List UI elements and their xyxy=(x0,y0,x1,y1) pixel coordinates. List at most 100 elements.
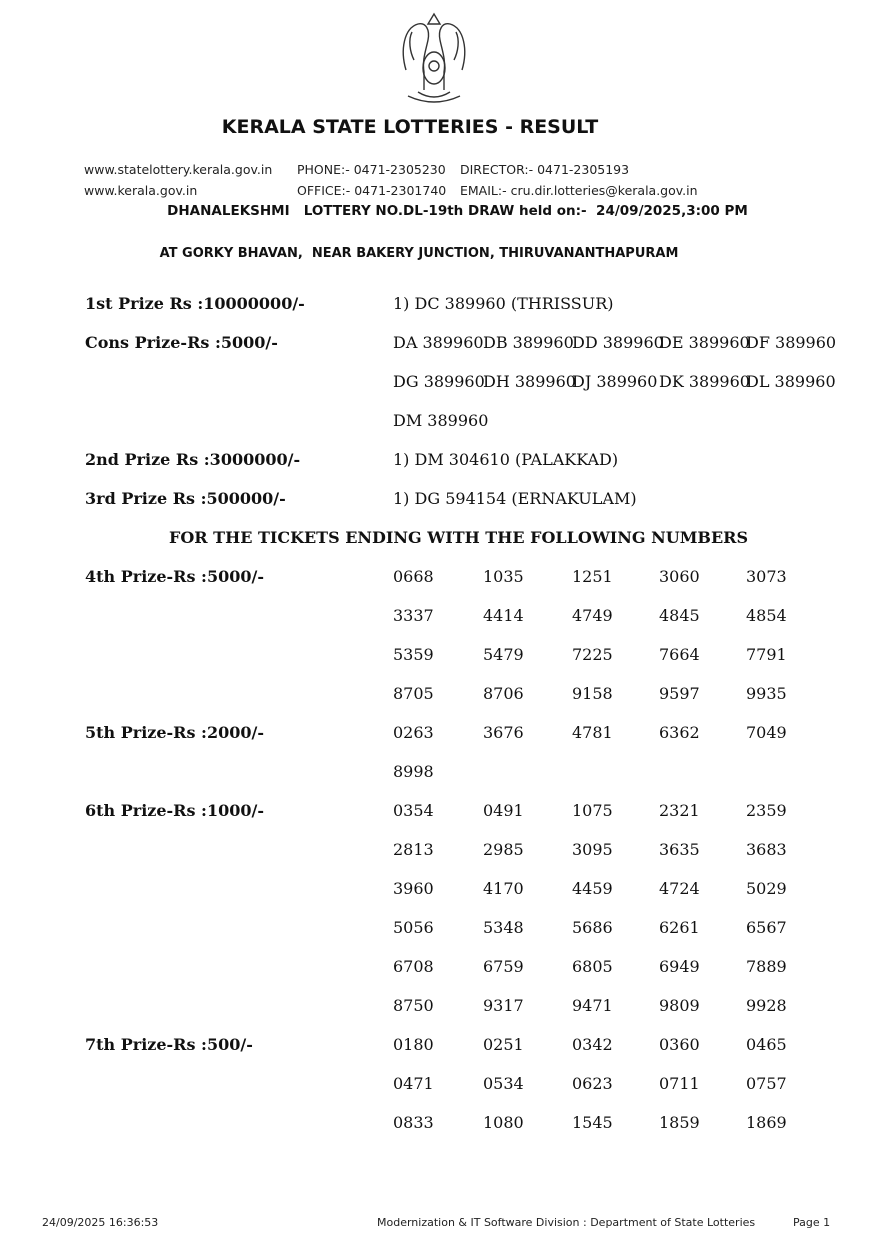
result-row: 3rd Prize Rs :500000/- 1) DG 594154 (ERNA… xyxy=(0,479,880,518)
winning-number: 0711 xyxy=(659,1074,700,1093)
winning-number: 9809 xyxy=(659,996,700,1015)
footer-division: Modernization & IT Software Division : D… xyxy=(377,1216,756,1229)
winning-number: 0491 xyxy=(483,801,524,820)
winning-number: 3337 xyxy=(393,606,434,625)
result-row: 4th Prize-Rs :5000/- 0668 1035 1251 3060 3073 xyxy=(0,557,880,596)
result-row: 3960 4170 4459 4724 5029 xyxy=(0,869,880,908)
office-number: OFFICE:- 0471-2301740 xyxy=(297,183,447,198)
result-row: 2nd Prize Rs :3000000/- 1) DM 304610 (PAL… xyxy=(0,440,880,479)
winning-ticket: DE 389960 xyxy=(659,333,750,352)
winning-number: 0342 xyxy=(572,1035,613,1054)
winning-number: 4749 xyxy=(572,606,613,625)
draw-info: DHANALEKSHMI LOTTERY NO.DL-19th DRAW hel… xyxy=(167,203,748,219)
winning-number: 0534 xyxy=(483,1074,524,1093)
prize-label: 3rd Prize Rs :500000/- xyxy=(85,489,286,508)
winning-number: 0360 xyxy=(659,1035,700,1054)
prize-label: 2nd Prize Rs :3000000/- xyxy=(85,450,301,469)
winning-ticket: DB 389960 xyxy=(483,333,574,352)
result-row: 7th Prize-Rs :500/- 0180 0251 0342 0360 0465 xyxy=(0,1025,880,1064)
winning-number: 5359 xyxy=(393,645,434,664)
result-row: 6th Prize-Rs :1000/- 0354 0491 1075 2321 2359 xyxy=(0,791,880,830)
winning-number: 7049 xyxy=(746,723,787,742)
email-address: EMAIL:- cru.dir.lotteries@kerala.gov.in xyxy=(460,183,698,198)
winning-number: 1869 xyxy=(746,1113,787,1132)
winning-number: 0757 xyxy=(746,1074,787,1093)
winning-number: 1075 xyxy=(572,801,613,820)
winning-number: 3095 xyxy=(572,840,613,859)
page-title: KERALA STATE LOTTERIES - RESULT xyxy=(221,116,599,138)
winning-number: 3635 xyxy=(659,840,700,859)
winning-ticket: DA 389960 xyxy=(393,333,484,352)
winning-number: 7889 xyxy=(746,957,787,976)
winning-number: 2985 xyxy=(483,840,524,859)
winning-number: 9158 xyxy=(572,684,613,703)
result-row: 5056 5348 5686 6261 6567 xyxy=(0,908,880,947)
winning-number: 4414 xyxy=(483,606,524,625)
winning-number: 3073 xyxy=(746,567,787,586)
result-row: Cons Prize-Rs :5000/- DA 389960 DB 389960 D… xyxy=(0,323,880,362)
winning-ticket: DD 389960 xyxy=(572,333,664,352)
result-row: 8750 9317 9471 9809 9928 xyxy=(0,986,880,1025)
result-row: 5359 5479 7225 7664 7791 xyxy=(0,635,880,674)
winning-number: 0668 xyxy=(393,567,434,586)
winning-number: 5686 xyxy=(572,918,613,937)
prize-label: 7th Prize-Rs :500/- xyxy=(85,1035,253,1054)
result-row: DM 389960 xyxy=(0,401,880,440)
winning-number: 9935 xyxy=(746,684,787,703)
winning-number: 4845 xyxy=(659,606,700,625)
director-number: DIRECTOR:- 0471-2305193 xyxy=(460,162,630,177)
prize-label: 1st Prize Rs :10000000/- xyxy=(85,294,305,313)
page-number: Page 1 xyxy=(793,1216,831,1229)
winning-number: 6567 xyxy=(746,918,787,937)
result-row: 6708 6759 6805 6949 7889 xyxy=(0,947,880,986)
result-row: DG 389960 DH 389960 DJ 389960 DK 389960 DL 3… xyxy=(0,362,880,401)
winning-number: 8705 xyxy=(393,684,434,703)
results-table: 1st Prize Rs :10000000/- 1) DC 389960 (TH… xyxy=(0,284,880,1142)
winning-number: 4170 xyxy=(483,879,524,898)
kerala-emblem-logo xyxy=(402,12,466,103)
footer-timestamp: 24/09/2025 16:36:53 xyxy=(42,1216,159,1229)
website-link: www.kerala.gov.in xyxy=(84,183,198,198)
phone-number: PHONE:- 0471-2305230 xyxy=(297,162,446,177)
winning-number: 6805 xyxy=(572,957,613,976)
winning-number: 7225 xyxy=(572,645,613,664)
winning-ticket: DJ 389960 xyxy=(572,372,658,391)
winning-ticket: DF 389960 xyxy=(746,333,837,352)
winning-number: 2321 xyxy=(659,801,700,820)
winning-number: 9928 xyxy=(746,996,787,1015)
winning-number: 0465 xyxy=(746,1035,787,1054)
winning-number: 1035 xyxy=(483,567,524,586)
winning-number: 5479 xyxy=(483,645,524,664)
winning-ticket: 1) DG 594154 (ERNAKULAM) xyxy=(393,489,637,508)
winning-ticket: 1) DM 304610 (PALAKKAD) xyxy=(393,450,619,469)
winning-number: 9317 xyxy=(483,996,524,1015)
winning-number: 4459 xyxy=(572,879,613,898)
winning-number: 6362 xyxy=(659,723,700,742)
result-row: 0471 0534 0623 0711 0757 xyxy=(0,1064,880,1103)
prize-label: Cons Prize-Rs :5000/- xyxy=(85,333,278,352)
winning-number: 9471 xyxy=(572,996,613,1015)
winning-number: 7791 xyxy=(746,645,787,664)
winning-ticket: DM 389960 xyxy=(393,411,489,430)
winning-number: 0471 xyxy=(393,1074,434,1093)
winning-number: 7664 xyxy=(659,645,700,664)
winning-number: 1080 xyxy=(483,1113,524,1132)
winning-number: 1251 xyxy=(572,567,613,586)
website-link: www.statelottery.kerala.gov.in xyxy=(84,162,273,177)
winning-number: 8750 xyxy=(393,996,434,1015)
winning-ticket: DL 389960 xyxy=(746,372,836,391)
prize-label: 4th Prize-Rs :5000/- xyxy=(85,567,264,586)
winning-number: 1545 xyxy=(572,1113,613,1132)
winning-number: 6708 xyxy=(393,957,434,976)
winning-number: 2813 xyxy=(393,840,434,859)
winning-number: 6261 xyxy=(659,918,700,937)
winning-number: 0623 xyxy=(572,1074,613,1093)
winning-number: 5056 xyxy=(393,918,434,937)
winning-number: 3676 xyxy=(483,723,524,742)
prize-label: 6th Prize-Rs :1000/- xyxy=(85,801,264,820)
prize-label: 5th Prize-Rs :2000/- xyxy=(85,723,264,742)
result-row: 8705 8706 9158 9597 9935 xyxy=(0,674,880,713)
winning-ticket: 1) DC 389960 (THRISSUR) xyxy=(393,294,614,313)
winning-number: 9597 xyxy=(659,684,700,703)
winning-number: 3683 xyxy=(746,840,787,859)
